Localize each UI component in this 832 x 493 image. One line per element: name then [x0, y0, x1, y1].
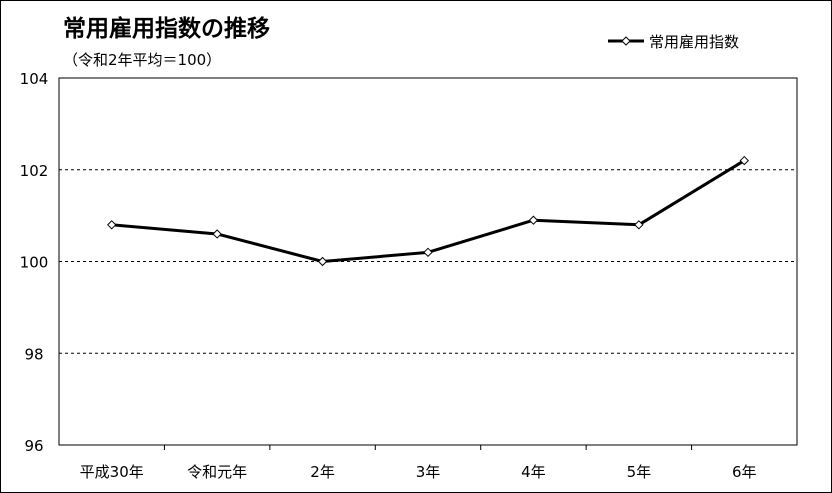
- x-tick-label: 4年: [521, 463, 546, 481]
- y-tick-label: 96: [24, 437, 43, 455]
- x-tick-label: 令和元年: [187, 463, 247, 481]
- legend-label: 常用雇用指数: [649, 32, 740, 51]
- data-point: [317, 256, 328, 267]
- x-tick-label: 5年: [627, 463, 652, 481]
- x-tick-label: 平成30年: [80, 463, 144, 481]
- data-point: [528, 215, 539, 225]
- y-tick-label: 104: [20, 70, 49, 88]
- legend: 常用雇用指数: [607, 31, 739, 51]
- data-point: [739, 155, 749, 166]
- x-tick-label: 2年: [310, 463, 335, 481]
- series-line: [111, 159, 746, 263]
- plot-area-border: [58, 77, 798, 446]
- data-point: [107, 220, 117, 230]
- y-tick-label: 98: [24, 345, 43, 363]
- chart-subtitle: （令和2年平均＝100）: [63, 51, 222, 69]
- chart-title: 常用雇用指数の推移: [63, 16, 270, 42]
- y-tick-label: 102: [20, 162, 49, 180]
- y-tick-label: 100: [20, 254, 49, 272]
- data-point: [423, 247, 433, 258]
- x-tick-label: 3年: [416, 463, 441, 481]
- data-point: [634, 220, 644, 230]
- data-point: [212, 229, 222, 239]
- legend-line-marker-icon: [608, 36, 644, 46]
- x-tick-label: 6年: [732, 463, 757, 481]
